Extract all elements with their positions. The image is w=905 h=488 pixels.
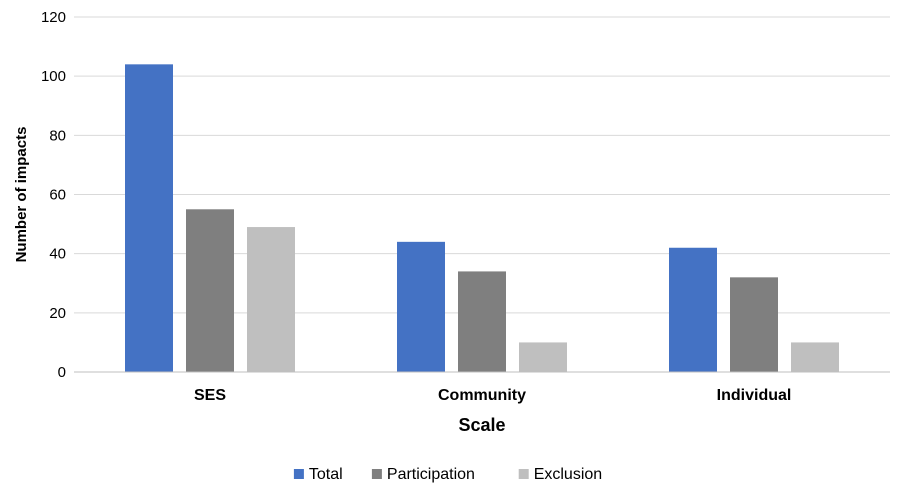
y-tick-label: 0 (58, 364, 66, 381)
y-tick-labels: 0 20 40 60 80 100 120 (41, 9, 66, 381)
bar-participation-ses (186, 209, 234, 372)
bar-exclusion-community (519, 342, 567, 372)
bar-exclusion-individual (791, 342, 839, 372)
y-tick-label: 20 (49, 305, 66, 322)
category-label: SES (194, 387, 226, 404)
bar-exclusion-ses (247, 227, 295, 372)
y-tick-label: 80 (49, 127, 66, 144)
legend-swatch-exclusion (518, 469, 529, 479)
bar-participation-community (458, 271, 506, 372)
category-label: Individual (717, 387, 792, 404)
y-axis-title: Number of impacts (13, 127, 30, 263)
y-tick-label: 40 (49, 246, 66, 263)
y-tick-label: 100 (41, 68, 66, 85)
legend-swatch-total (293, 469, 304, 479)
legend-label-exclusion: Exclusion (534, 466, 602, 483)
bars (125, 64, 839, 372)
category-labels: SES Community Individual (194, 387, 791, 404)
bar-participation-individual (730, 277, 778, 372)
bar-total-individual (669, 247, 717, 372)
category-label: Community (438, 387, 526, 404)
bar-total-ses (125, 64, 173, 372)
legend-label-participation: Participation (387, 466, 475, 483)
x-axis-title: Scale (458, 415, 505, 435)
bar-total-community (397, 241, 445, 372)
legend-label-total: Total (309, 466, 343, 483)
legend: Total Participation Exclusion (293, 466, 602, 483)
legend-swatch-participation (371, 469, 382, 479)
y-tick-label: 120 (41, 9, 66, 26)
y-tick-label: 60 (49, 187, 66, 204)
